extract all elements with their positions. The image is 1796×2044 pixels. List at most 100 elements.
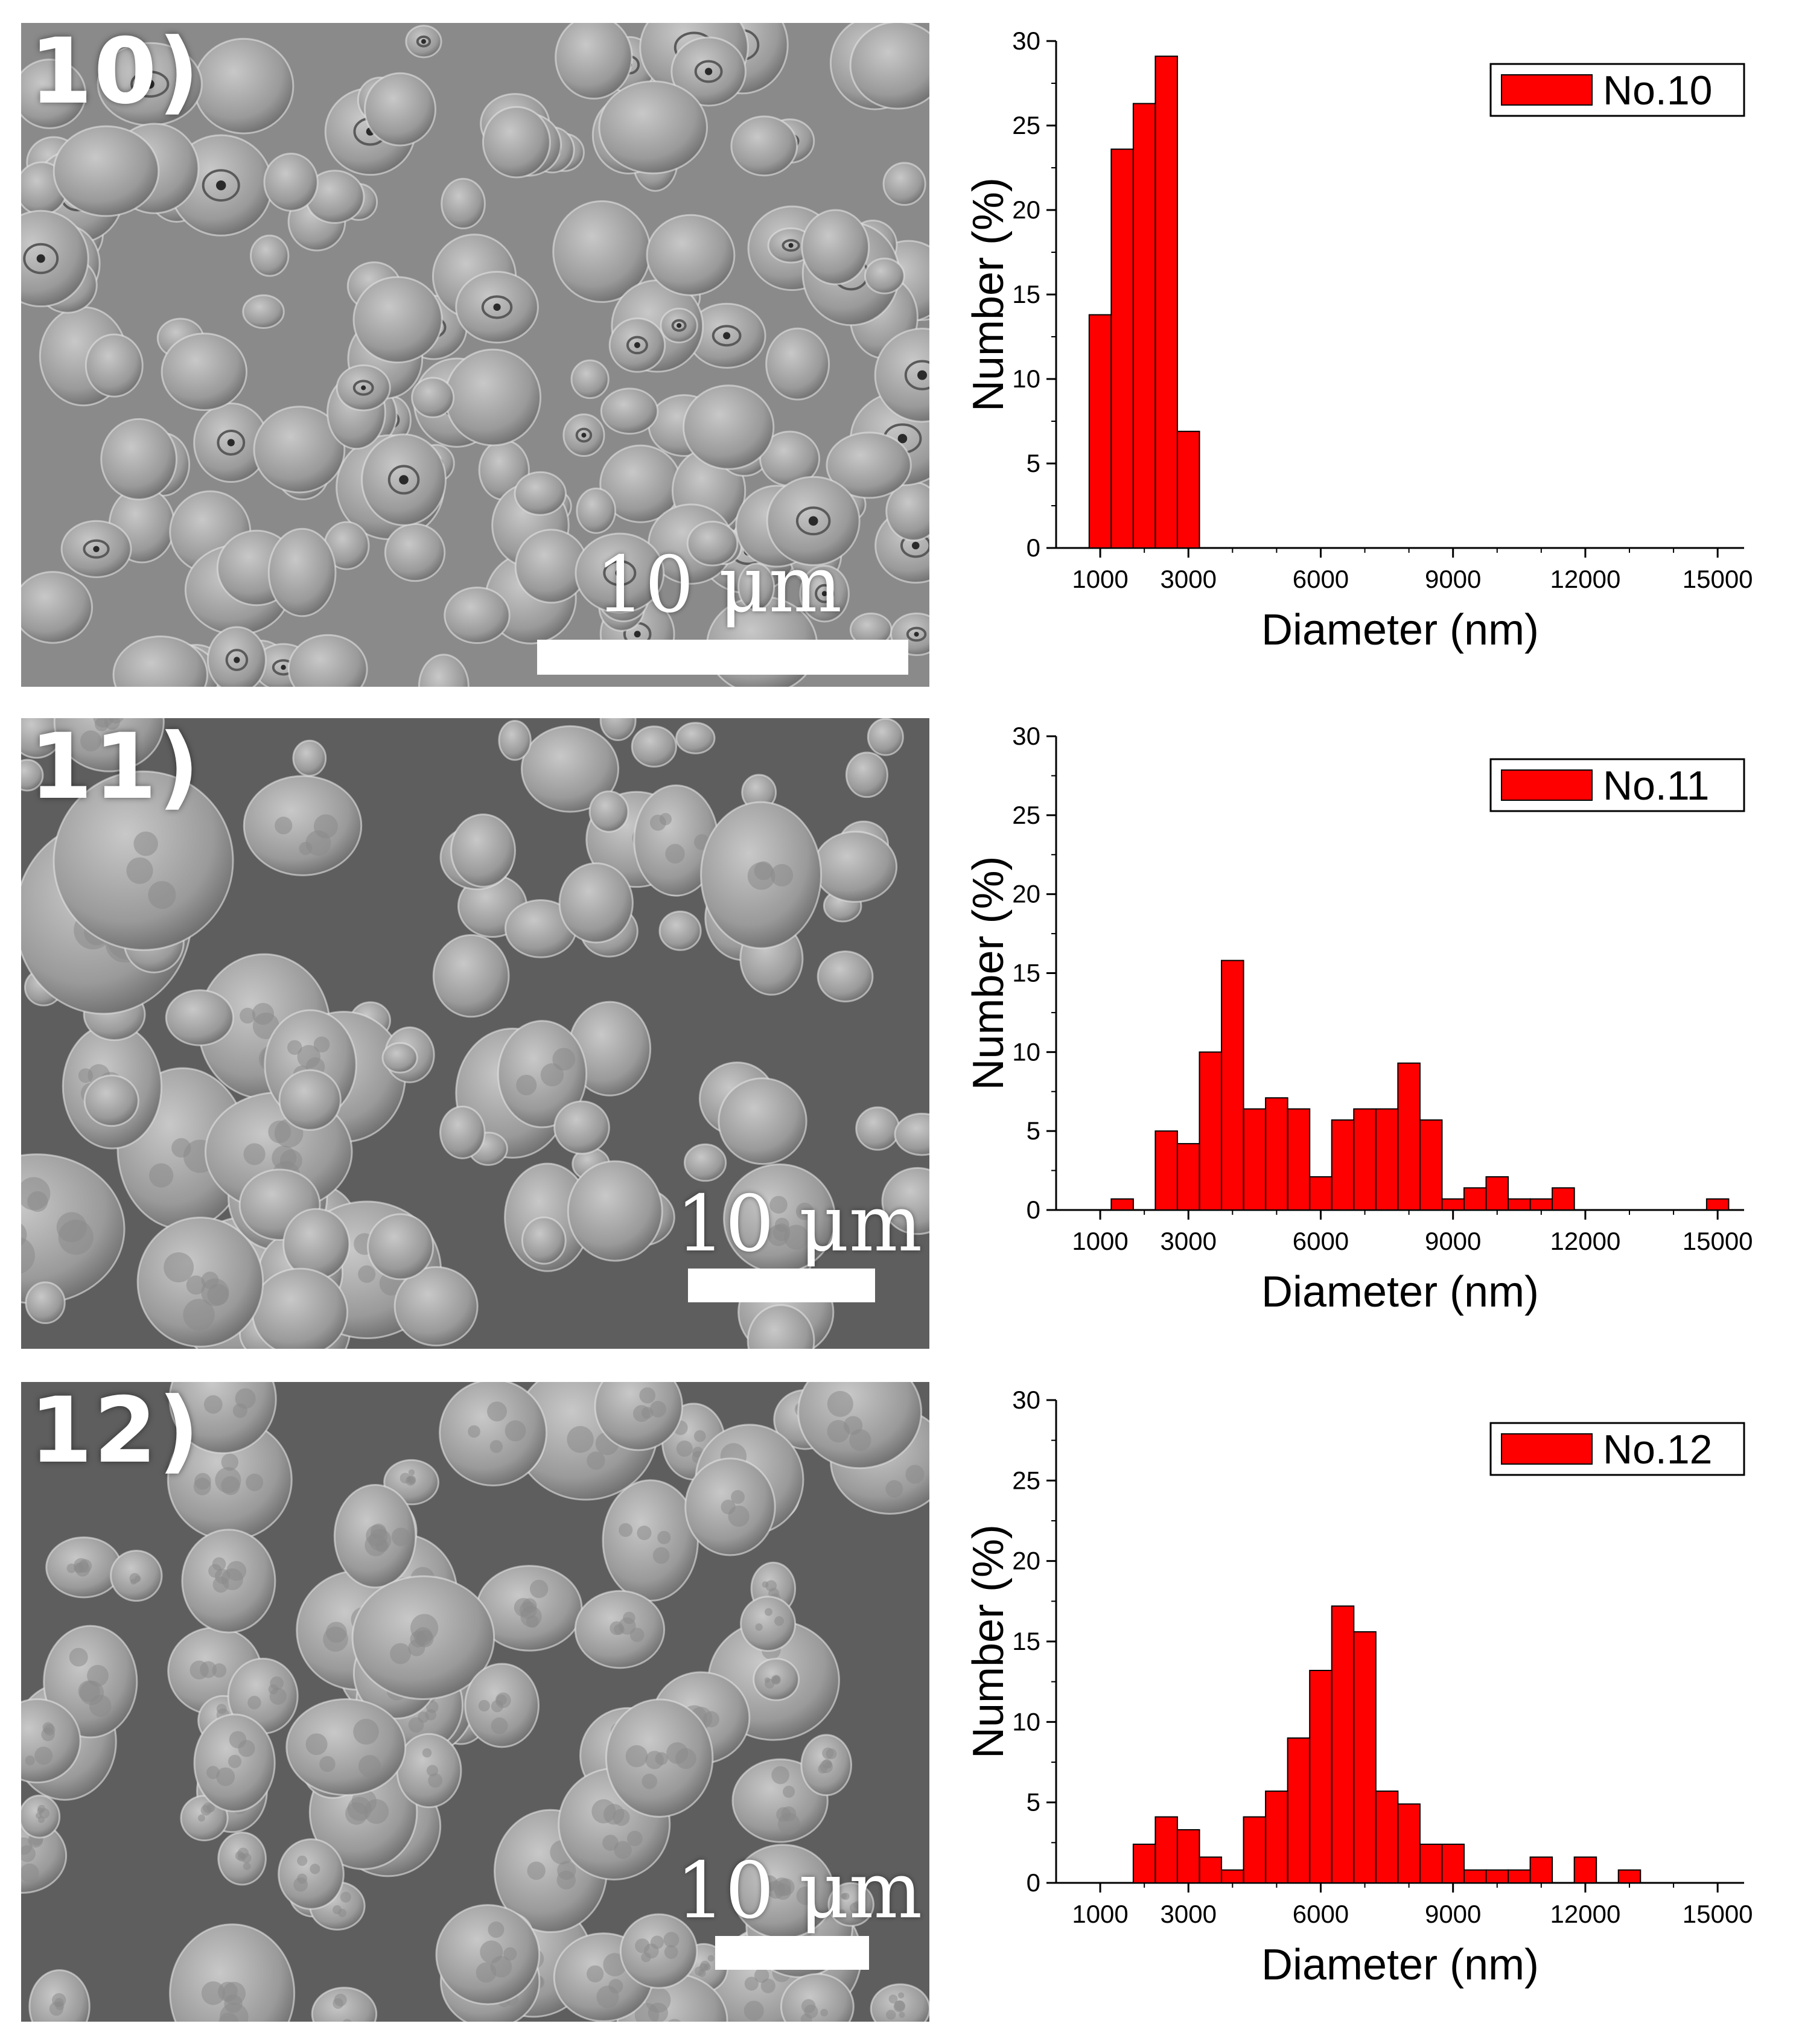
bar bbox=[1221, 1869, 1244, 1884]
bar bbox=[1265, 1097, 1288, 1211]
y-tick-label: 5 bbox=[1027, 1788, 1040, 1816]
x-tick-label: 12000 bbox=[1550, 1227, 1621, 1255]
y-axis-title: Number (%) bbox=[964, 856, 1013, 1090]
bar bbox=[1287, 1108, 1311, 1211]
panel-label-11: 11) bbox=[30, 718, 201, 820]
bar bbox=[1309, 1670, 1333, 1883]
histogram-11: 0 5 10 15 20 25 30 1000 3000 6000 9000 12000 15000 Di… bbox=[938, 718, 1786, 1349]
legend-label: No.10 bbox=[1603, 68, 1712, 113]
x-tick-label: 1000 bbox=[1072, 1227, 1128, 1255]
y-axis-title: Number (%) bbox=[964, 177, 1013, 412]
y-tick-label: 25 bbox=[1012, 1466, 1040, 1494]
x-axis-title: Diameter (nm) bbox=[1261, 606, 1539, 654]
bar bbox=[1132, 1844, 1156, 1883]
bar bbox=[1529, 1856, 1553, 1883]
y-tick-label: 20 bbox=[1012, 1547, 1040, 1575]
bar bbox=[1199, 1856, 1223, 1883]
histogram-svg: 0 5 10 15 20 25 30 1000 3000 6000 9000 12000 15000 Di… bbox=[964, 27, 1753, 654]
x-tick-label: 1000 bbox=[1072, 565, 1128, 593]
sem-micrograph-12 bbox=[21, 1382, 929, 2022]
bar bbox=[1176, 430, 1200, 549]
y-tick-label: 25 bbox=[1012, 111, 1040, 139]
legend-swatch bbox=[1501, 769, 1593, 801]
x-tick-label: 9000 bbox=[1425, 1900, 1481, 1928]
bar bbox=[1508, 1198, 1531, 1211]
bar bbox=[1397, 1803, 1421, 1883]
bar bbox=[1110, 148, 1134, 549]
y-tick-label: 10 bbox=[1012, 1707, 1040, 1736]
legend-label: No.11 bbox=[1603, 763, 1709, 809]
y-tick-label: 5 bbox=[1027, 449, 1040, 477]
y-tick-label: 15 bbox=[1012, 1627, 1040, 1655]
scale-bar-text-10: 10 μm bbox=[596, 540, 842, 630]
legend-swatch bbox=[1501, 1433, 1593, 1465]
y-tick-label: 20 bbox=[1012, 880, 1040, 908]
panel-label-10: 10) bbox=[30, 23, 201, 124]
bar bbox=[1552, 1187, 1575, 1211]
histogram-10: 0 5 10 15 20 25 30 1000 3000 6000 9000 12000 15000 Di… bbox=[938, 23, 1786, 687]
x-tick-label: 15000 bbox=[1683, 1227, 1753, 1255]
scale-bar-11 bbox=[688, 1269, 875, 1302]
bar bbox=[1353, 1631, 1377, 1883]
bar bbox=[1573, 1856, 1597, 1883]
bar bbox=[1154, 56, 1178, 549]
bar bbox=[1397, 1062, 1421, 1211]
y-tick-label: 0 bbox=[1027, 533, 1040, 562]
bar bbox=[1375, 1791, 1399, 1883]
x-tick-label: 12000 bbox=[1550, 565, 1621, 593]
histogram-svg: 0 5 10 15 20 25 30 1000 3000 6000 9000 12000 15000 Di… bbox=[964, 722, 1753, 1316]
bar bbox=[1485, 1176, 1509, 1211]
sem-image-12: 12) 10 μm bbox=[21, 1382, 929, 2022]
y-tick-label: 5 bbox=[1027, 1116, 1040, 1145]
x-axis-title: Diameter (nm) bbox=[1261, 1268, 1539, 1316]
bar bbox=[1705, 1198, 1730, 1211]
scale-bar-text-12: 10 μm bbox=[676, 1846, 923, 1936]
bar bbox=[1419, 1844, 1443, 1883]
bar bbox=[1441, 1844, 1465, 1883]
histogram-svg: 0 5 10 15 20 25 30 1000 3000 6000 9000 12000 15000 Di… bbox=[964, 1386, 1753, 1989]
x-tick-label: 6000 bbox=[1293, 1900, 1349, 1928]
histogram-12: 0 5 10 15 20 25 30 1000 3000 6000 9000 12000 15000 Di… bbox=[938, 1382, 1786, 2022]
sem-image-10: 10) 10 μm bbox=[21, 23, 929, 687]
bar bbox=[1441, 1198, 1465, 1211]
bar bbox=[1110, 1198, 1134, 1211]
bar bbox=[1485, 1869, 1509, 1884]
x-tick-label: 15000 bbox=[1683, 565, 1753, 593]
bar bbox=[1463, 1869, 1487, 1884]
x-tick-label: 9000 bbox=[1425, 565, 1481, 593]
bar bbox=[1154, 1130, 1178, 1211]
y-tick-label: 30 bbox=[1012, 722, 1040, 750]
bar bbox=[1375, 1108, 1399, 1211]
bar bbox=[1132, 103, 1156, 549]
bar bbox=[1221, 960, 1244, 1211]
x-axis-title: Diameter (nm) bbox=[1261, 1941, 1539, 1989]
y-tick-label: 0 bbox=[1027, 1196, 1040, 1224]
bar bbox=[1463, 1187, 1487, 1211]
y-tick-label: 10 bbox=[1012, 365, 1040, 393]
bar bbox=[1265, 1791, 1288, 1883]
bar bbox=[1243, 1108, 1267, 1211]
bar bbox=[1287, 1737, 1311, 1883]
x-tick-label: 3000 bbox=[1161, 1227, 1217, 1255]
y-tick-label: 15 bbox=[1012, 280, 1040, 308]
bar bbox=[1176, 1829, 1200, 1883]
y-axis-title: Number (%) bbox=[964, 1524, 1013, 1759]
sem-image-11: 11) 10 μm bbox=[21, 718, 929, 1349]
x-tick-label: 6000 bbox=[1293, 565, 1349, 593]
bar bbox=[1199, 1051, 1223, 1211]
x-tick-label: 3000 bbox=[1161, 1900, 1217, 1928]
bar bbox=[1176, 1143, 1200, 1211]
y-tick-label: 15 bbox=[1012, 959, 1040, 987]
scale-bar-12 bbox=[715, 1936, 869, 1970]
y-tick-label: 25 bbox=[1012, 801, 1040, 829]
bar bbox=[1243, 1816, 1267, 1884]
bar bbox=[1154, 1816, 1178, 1884]
y-tick-label: 0 bbox=[1027, 1868, 1040, 1897]
x-tick-label: 3000 bbox=[1161, 565, 1217, 593]
x-tick-label: 6000 bbox=[1293, 1227, 1349, 1255]
bar bbox=[1353, 1108, 1377, 1211]
bar bbox=[1331, 1605, 1355, 1883]
bar bbox=[1617, 1869, 1642, 1884]
y-tick-label: 20 bbox=[1012, 196, 1040, 224]
